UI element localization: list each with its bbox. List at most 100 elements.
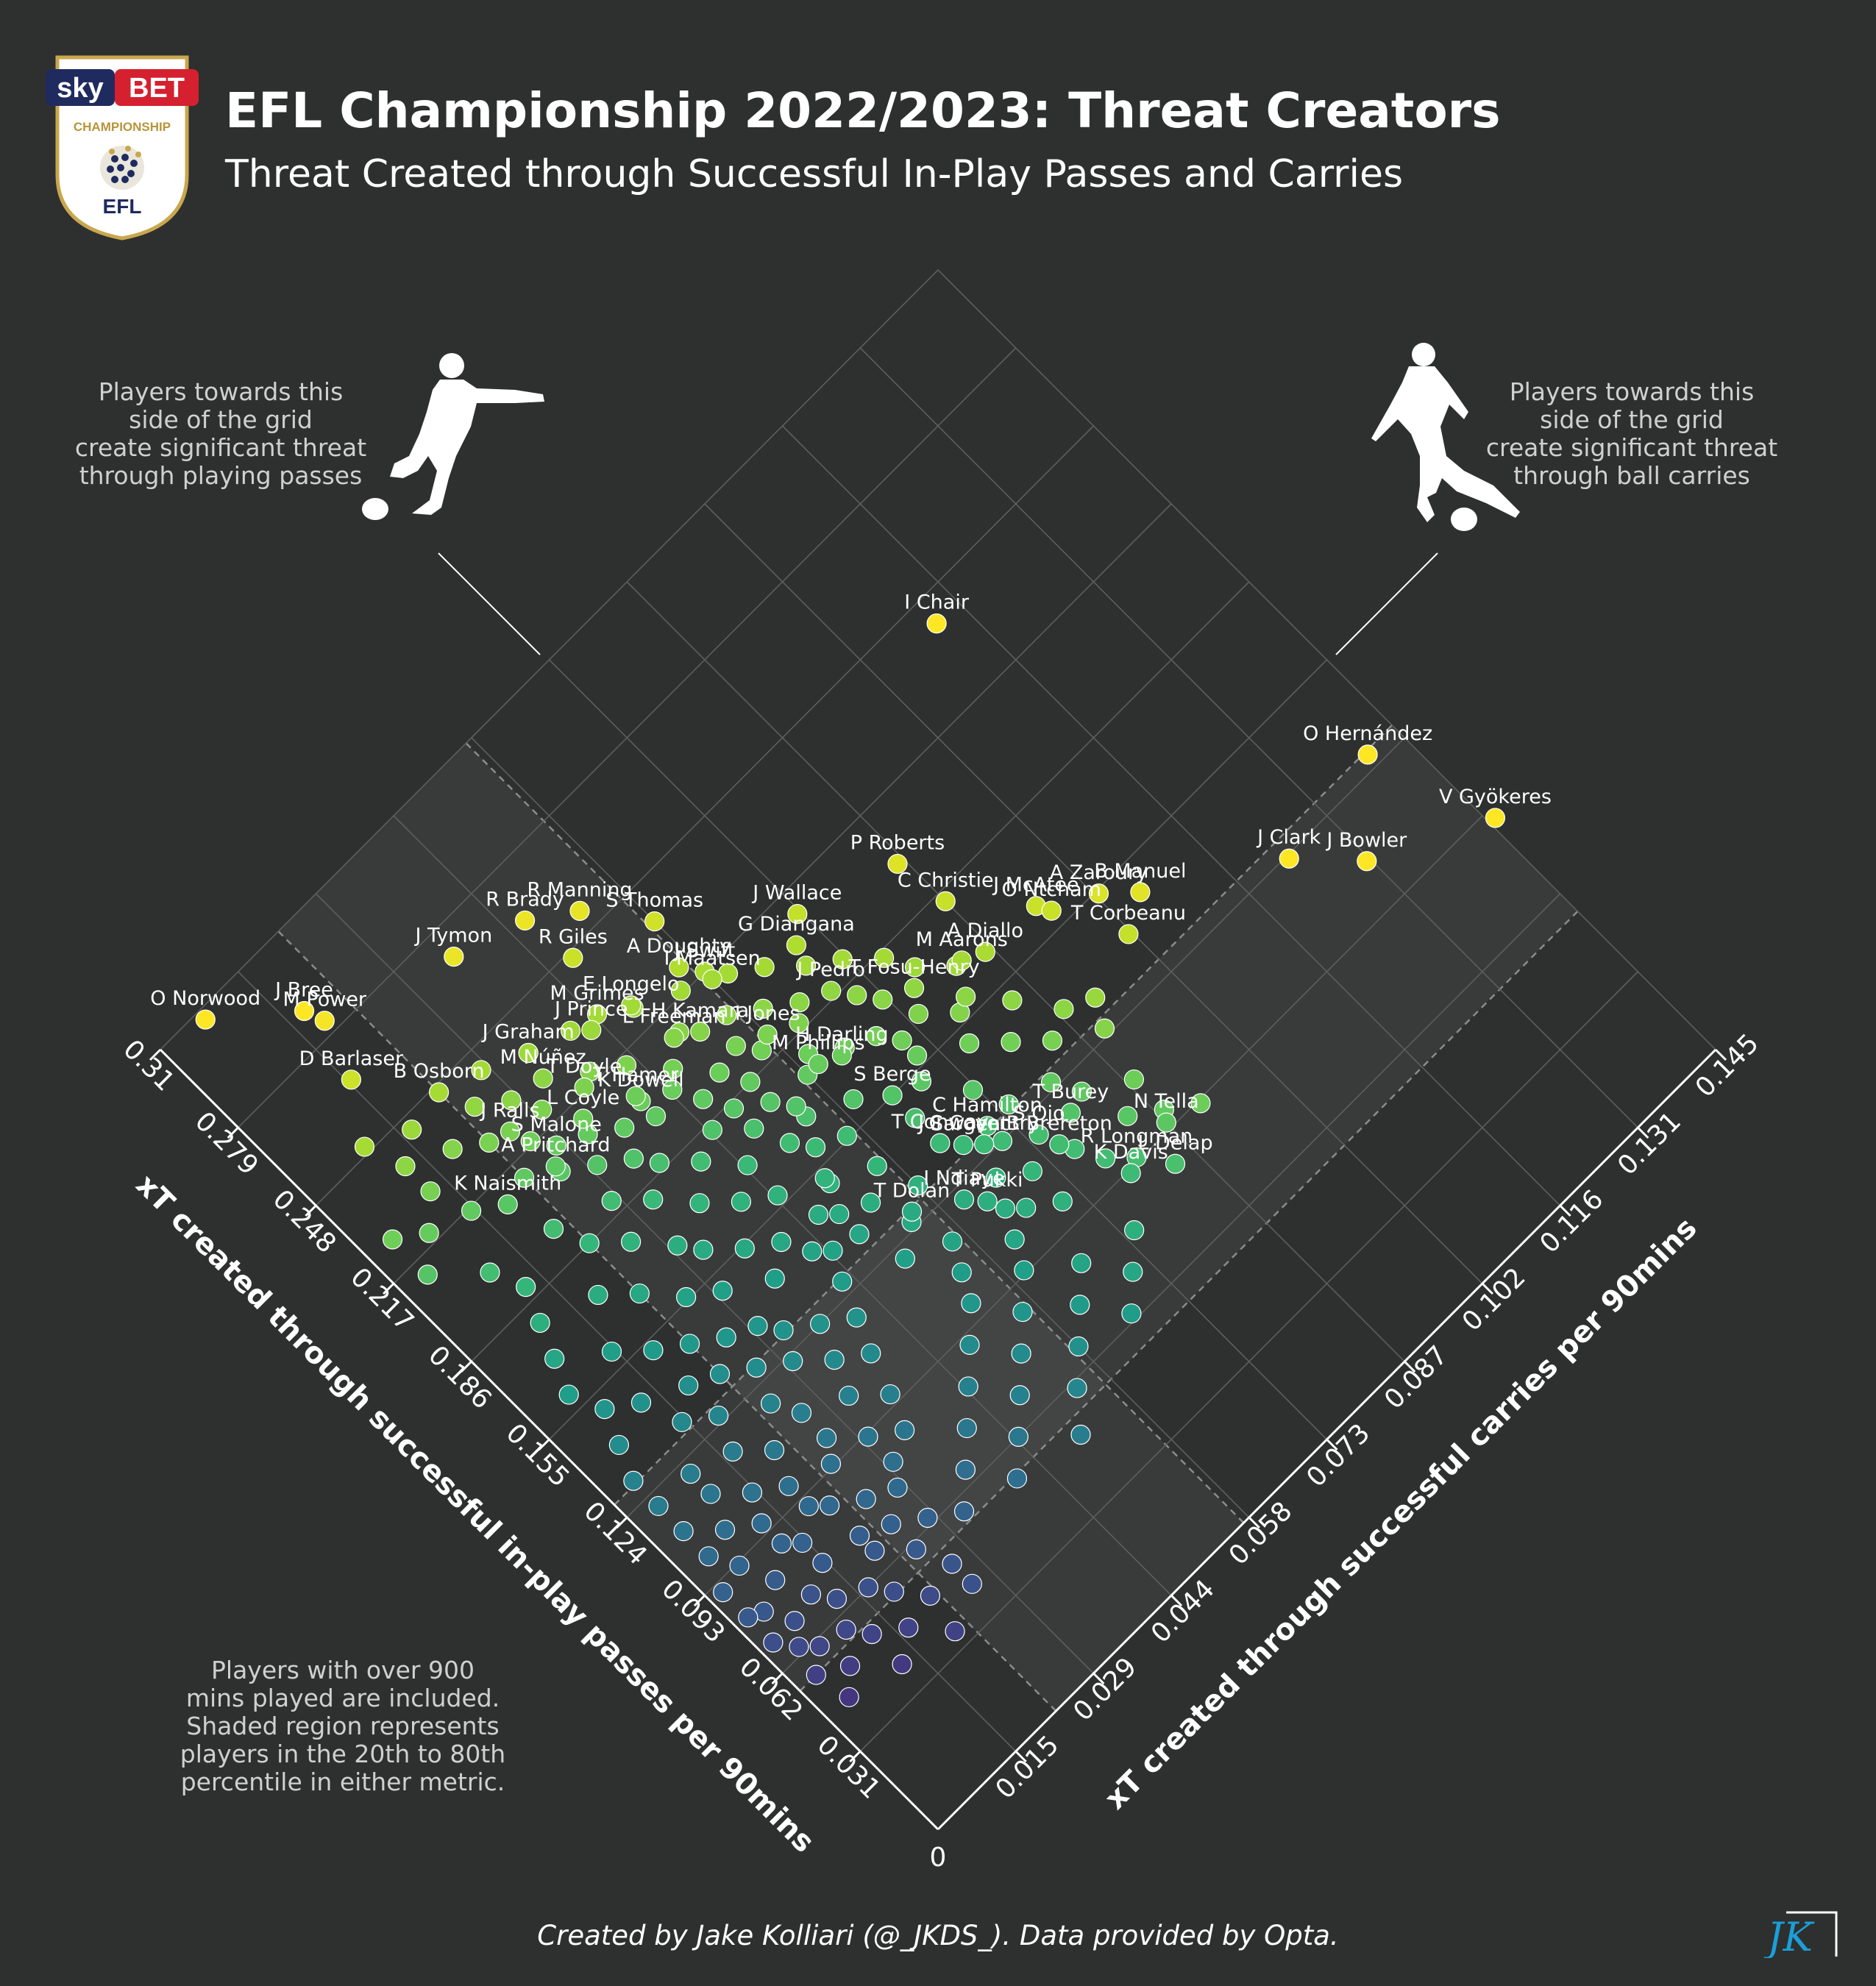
player-label: P Roberts [850,831,945,854]
player-point [956,986,976,1007]
player-point [1011,1343,1031,1364]
player-label: S Thomas [605,889,703,912]
player-point [771,1533,792,1553]
player-point [563,947,583,968]
player-point [764,1268,785,1289]
player-point [858,1426,878,1447]
page-subtitle: Threat Created through Successful In-Pla… [225,152,1404,196]
gridline [859,347,1638,1128]
player-point [543,1218,564,1239]
player-point [763,1632,784,1653]
player-point [676,1286,697,1308]
gridline [315,425,1094,1206]
player-label: T Conway [891,1111,989,1133]
player-point [1357,744,1378,765]
player-point [734,1238,755,1259]
player-point [533,1068,553,1089]
player-point [956,1417,977,1439]
player-point [951,1262,972,1283]
x-tick [616,1516,628,1529]
player-label: J Wallace [751,882,842,905]
player-label: I Chair [904,591,970,614]
player-point [587,1155,608,1175]
player-point [831,1045,852,1066]
player-point [709,1062,730,1083]
player-point [516,1276,536,1298]
y-tick [1015,1750,1027,1763]
player-point [672,1412,692,1432]
player-label: J McAtee [992,874,1079,897]
player-point [836,1619,856,1640]
player-point [791,1403,812,1423]
y-tick [1714,1048,1727,1061]
player-point [581,1019,602,1040]
player-point [621,995,642,1016]
player-point [814,1168,835,1189]
player-point [601,1191,622,1211]
player-label: A Doughty [627,935,731,958]
player-label: J Bowler [1325,829,1407,852]
player-point [951,950,972,971]
player-point [754,957,775,978]
player-point [742,1482,763,1503]
player-point [594,1399,615,1420]
player-point [1121,1303,1142,1324]
player-point [1123,1261,1143,1282]
player-point [942,1553,962,1574]
player-label: T Doyle [546,1055,622,1078]
player-point [1095,1148,1116,1169]
player-point [444,947,464,967]
player-point [908,1003,929,1025]
player-point [757,1024,778,1045]
player-point [901,1201,923,1222]
player-point [953,1189,975,1210]
player-point [892,1030,912,1051]
player-label: G Diangana [738,913,855,936]
player-point [953,1134,974,1156]
player-point [1085,987,1106,1008]
x-tick [227,1126,239,1139]
player-point [1002,990,1023,1011]
player-point [649,1153,670,1173]
player-point [664,1028,684,1048]
player-label: I Maatsen [664,947,760,969]
y-tick [1170,1594,1183,1607]
page-title: EFL Championship 2022/2023: Threat Creat… [225,82,1501,139]
player-point [856,1489,876,1509]
player-point [497,1194,518,1214]
player-label: L Delap [1137,1131,1212,1154]
player-label: B Brereton [1006,1112,1112,1135]
player-point [858,1577,878,1598]
gridline [238,347,1017,1128]
y-tick [1637,1126,1649,1139]
player-point [518,1042,539,1064]
player-point [461,1200,482,1221]
player-point [354,1136,375,1157]
player-label: M Grimes [550,982,644,1005]
player-point [1009,1385,1030,1406]
player-point [945,1621,965,1642]
player-point [861,1623,882,1645]
player-label: E Longelo [583,973,680,996]
player-point [847,985,867,1006]
player-point [1012,1301,1033,1323]
player-point [428,1082,450,1103]
player-point [977,1191,998,1211]
player-point [798,1496,819,1517]
player-point [942,1231,963,1252]
player-point [601,1341,622,1362]
player-point [832,1271,853,1292]
player-point [867,1156,887,1176]
player-label: J Graham [481,1020,575,1043]
player-point [662,1079,683,1100]
player-point [1088,883,1109,904]
player-label: R Manning [527,878,632,901]
player-point [898,1617,919,1638]
player-label: A Diallo [948,919,1023,942]
player-point [849,1224,870,1245]
player-point [819,1495,840,1516]
player-point [760,1092,781,1112]
player-point [693,1089,714,1109]
player-point [1001,1032,1021,1053]
